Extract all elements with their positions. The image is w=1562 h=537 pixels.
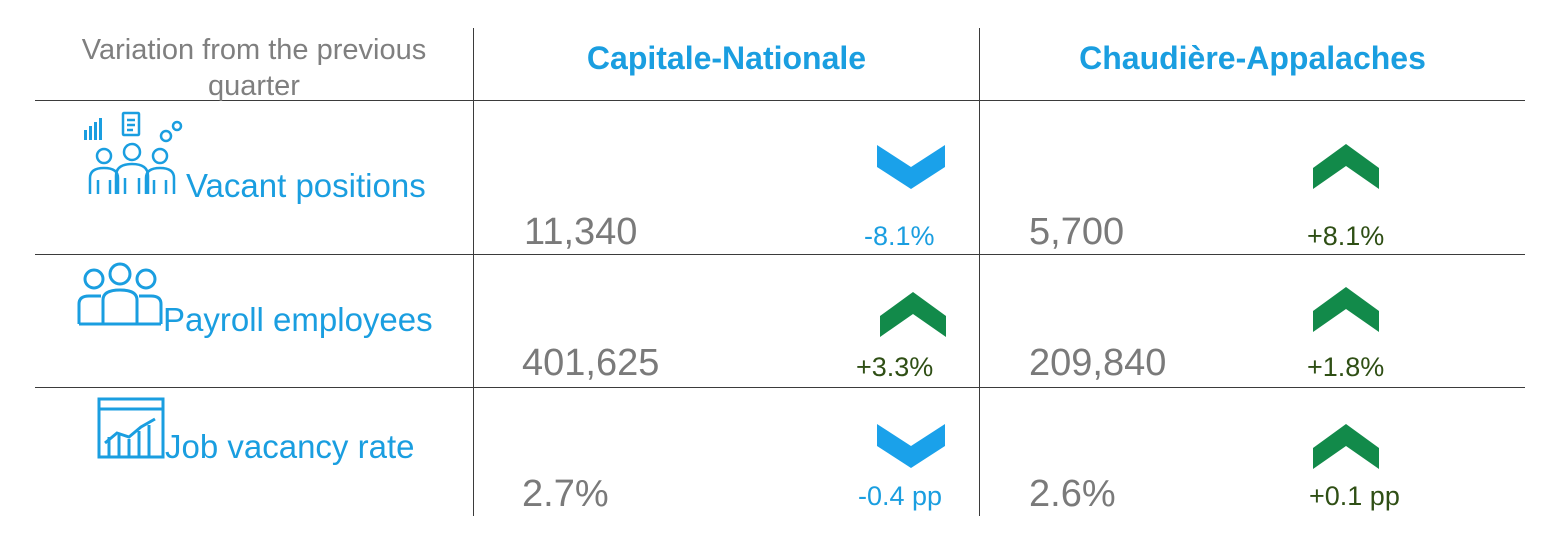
column-divider-2	[979, 28, 980, 516]
team-people-icon	[84, 111, 183, 194]
change-vacant-chaudiere: +8.1%	[1307, 221, 1385, 251]
header-divider	[35, 100, 1525, 101]
row-label-payroll-employees: Payroll employees	[163, 301, 433, 338]
value-payroll-chaudiere: 209,840	[1029, 342, 1167, 384]
region-header-capitale-nationale: Capitale-Nationale	[586, 40, 867, 76]
row-divider-1	[35, 254, 1525, 255]
value-vacancy-capitale: 2.7%	[522, 473, 609, 515]
row-label-job-vacancy-rate: Job vacancy rate	[165, 428, 415, 465]
up-chevron-icon	[1313, 287, 1379, 332]
change-payroll-chaudiere: +1.8%	[1307, 352, 1385, 382]
row-divider-2	[35, 387, 1525, 388]
value-vacancy-chaudiere: 2.6%	[1029, 473, 1116, 515]
value-vacant-capitale: 11,340	[524, 211, 638, 253]
employees-group-icon	[77, 262, 163, 326]
row-label-vacant-positions: Vacant positions	[186, 167, 426, 204]
change-vacancy-chaudiere: +0.1 pp	[1309, 481, 1400, 511]
value-vacant-chaudiere: 5,700	[1029, 211, 1125, 253]
up-chevron-icon	[1313, 144, 1379, 189]
value-payroll-capitale: 401,625	[522, 342, 660, 384]
change-vacant-capitale: -8.1%	[864, 221, 935, 251]
down-chevron-icon	[877, 145, 945, 189]
column-divider-1	[473, 28, 474, 516]
up-chevron-icon	[880, 292, 946, 337]
comparison-label: Variation from the previous quarter	[81, 34, 427, 102]
change-vacancy-capitale: -0.4 pp	[858, 481, 943, 511]
line-chart-icon	[97, 397, 165, 459]
region-header-chaudiere-appalaches: Chaudière-Appalaches	[1079, 40, 1426, 76]
change-payroll-capitale: +3.3%	[856, 352, 934, 382]
down-chevron-icon	[877, 424, 945, 468]
up-chevron-icon	[1313, 424, 1379, 469]
